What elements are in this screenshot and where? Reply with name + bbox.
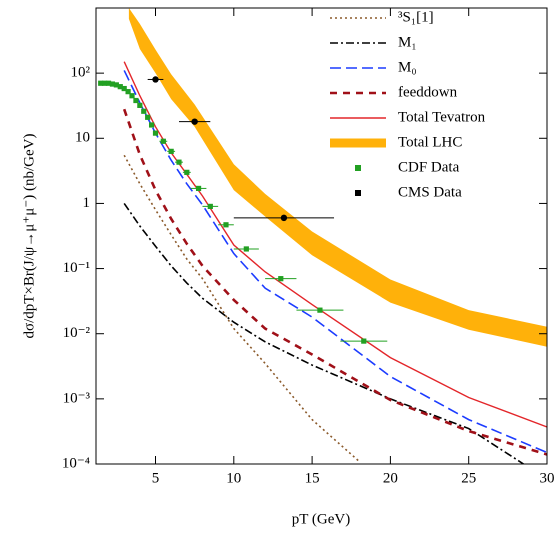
data-point [113, 82, 119, 88]
y-tick-label: 10⁻¹ [63, 260, 90, 276]
data-point [117, 84, 123, 90]
band-area [128, 8, 547, 347]
data-point [191, 118, 198, 125]
legend-label: M₀ [398, 59, 417, 75]
data-point [160, 138, 166, 144]
y-tick-label: 10⁻³ [63, 390, 91, 406]
data-point [109, 81, 116, 87]
series-line [123, 70, 547, 454]
data-point [152, 76, 159, 83]
data-point [121, 85, 127, 92]
legend-label: Total Tevatron [398, 109, 486, 125]
data-point [145, 114, 151, 120]
legend-swatch [355, 190, 361, 196]
x-tick-label: 20 [383, 470, 398, 486]
x-axis-label: pT (GeV) [292, 511, 350, 527]
data-point [184, 169, 190, 175]
x-tick-label: 10 [226, 470, 241, 486]
data-point [137, 102, 143, 108]
plot-area [98, 8, 547, 464]
y-tick-label: 10² [71, 65, 91, 81]
frame [95, 7, 548, 465]
data-point [207, 203, 213, 210]
legend-label: M₁ [398, 34, 417, 50]
data-point [176, 159, 182, 165]
y-tick-label: 10⁻² [63, 325, 91, 341]
data-point [148, 122, 155, 128]
data-point [195, 185, 202, 192]
series-line [123, 202, 524, 464]
series-line [122, 108, 547, 456]
data-point [168, 148, 174, 154]
x-tick-label: 5 [152, 470, 160, 486]
x-tick-label: 25 [461, 470, 476, 486]
y-tick-label: 10⁻⁴ [62, 455, 90, 471]
legend-label: ³S₁[1] [398, 9, 434, 25]
data-point [243, 246, 249, 252]
data-point [317, 307, 323, 313]
data-point [223, 222, 229, 228]
series-line [123, 154, 360, 462]
data-point [278, 276, 284, 282]
data-point [141, 108, 147, 114]
data-point [98, 80, 104, 86]
legend-swatch [355, 165, 361, 171]
data-point [133, 97, 139, 104]
legend-label: Total LHC [398, 134, 462, 150]
legend-label: CMS Data [398, 184, 462, 200]
data-point [125, 89, 131, 95]
legend-label: CDF Data [398, 159, 460, 175]
legend-label: feeddown [398, 84, 458, 100]
data-point [280, 214, 288, 222]
x-tick-label: 15 [305, 470, 320, 486]
y-tick-label: 1 [83, 195, 91, 211]
y-axis-label: dσ/dpT×Br(J/ψ→μ⁺μ⁻) (nb/GeV) [21, 134, 37, 339]
x-tick-label: 30 [540, 470, 555, 486]
data-point [152, 130, 159, 136]
series-line [123, 61, 547, 428]
data-point [105, 80, 112, 86]
data-point [102, 80, 108, 86]
data-point [129, 93, 135, 99]
y-tick-label: 10 [75, 130, 90, 146]
data-point [361, 338, 367, 344]
